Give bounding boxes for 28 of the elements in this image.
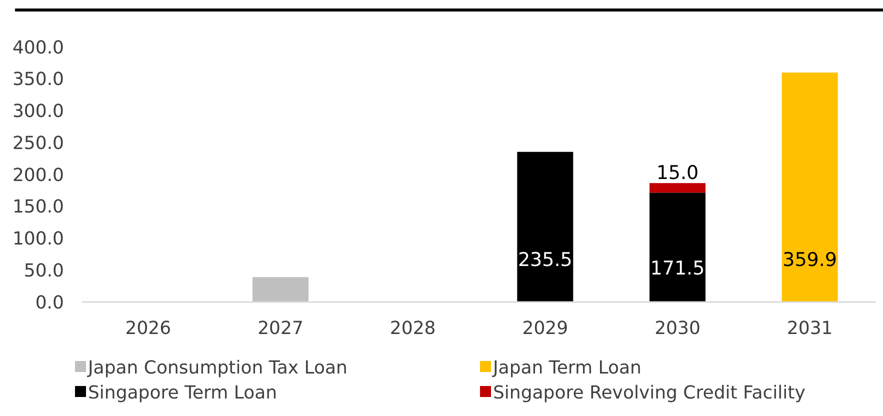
data-label: 15.0 bbox=[656, 162, 699, 184]
y-tick-label: 150.0 bbox=[12, 196, 64, 218]
bar bbox=[252, 277, 308, 302]
x-tick-label: 2030 bbox=[654, 318, 700, 339]
y-tick-label: 200.0 bbox=[12, 164, 64, 186]
y-tick-label: 100.0 bbox=[12, 228, 64, 250]
x-tick-label: 2026 bbox=[125, 318, 172, 339]
data-label: 359.9 bbox=[782, 249, 838, 271]
legend-label: Japan Term Loan bbox=[492, 357, 642, 378]
x-tick-label: 2027 bbox=[258, 318, 304, 339]
legend-label: Singapore Term Loan bbox=[88, 382, 278, 404]
y-tick-label: 0.0 bbox=[35, 292, 64, 314]
y-tick-label: 400.0 bbox=[12, 37, 64, 58]
bar bbox=[782, 72, 838, 302]
y-tick-label: 300.0 bbox=[12, 101, 64, 122]
y-tick-label: 350.0 bbox=[12, 69, 64, 90]
bar bbox=[650, 183, 706, 193]
bar bbox=[517, 152, 574, 302]
x-tick-label: 2029 bbox=[522, 318, 568, 339]
legend-label: Japan Consumption Tax Loan bbox=[87, 357, 348, 378]
y-tick-label: 250.0 bbox=[12, 132, 64, 154]
legend-label: Singapore Revolving Credit Facility bbox=[493, 382, 806, 404]
x-tick-label: 2028 bbox=[390, 318, 436, 339]
y-tick-label: 50.0 bbox=[24, 260, 64, 282]
bar bbox=[650, 192, 706, 302]
x-tick-label: 2031 bbox=[786, 318, 833, 339]
data-label: 235.5 bbox=[518, 249, 572, 271]
data-label: 171.5 bbox=[650, 258, 705, 280]
